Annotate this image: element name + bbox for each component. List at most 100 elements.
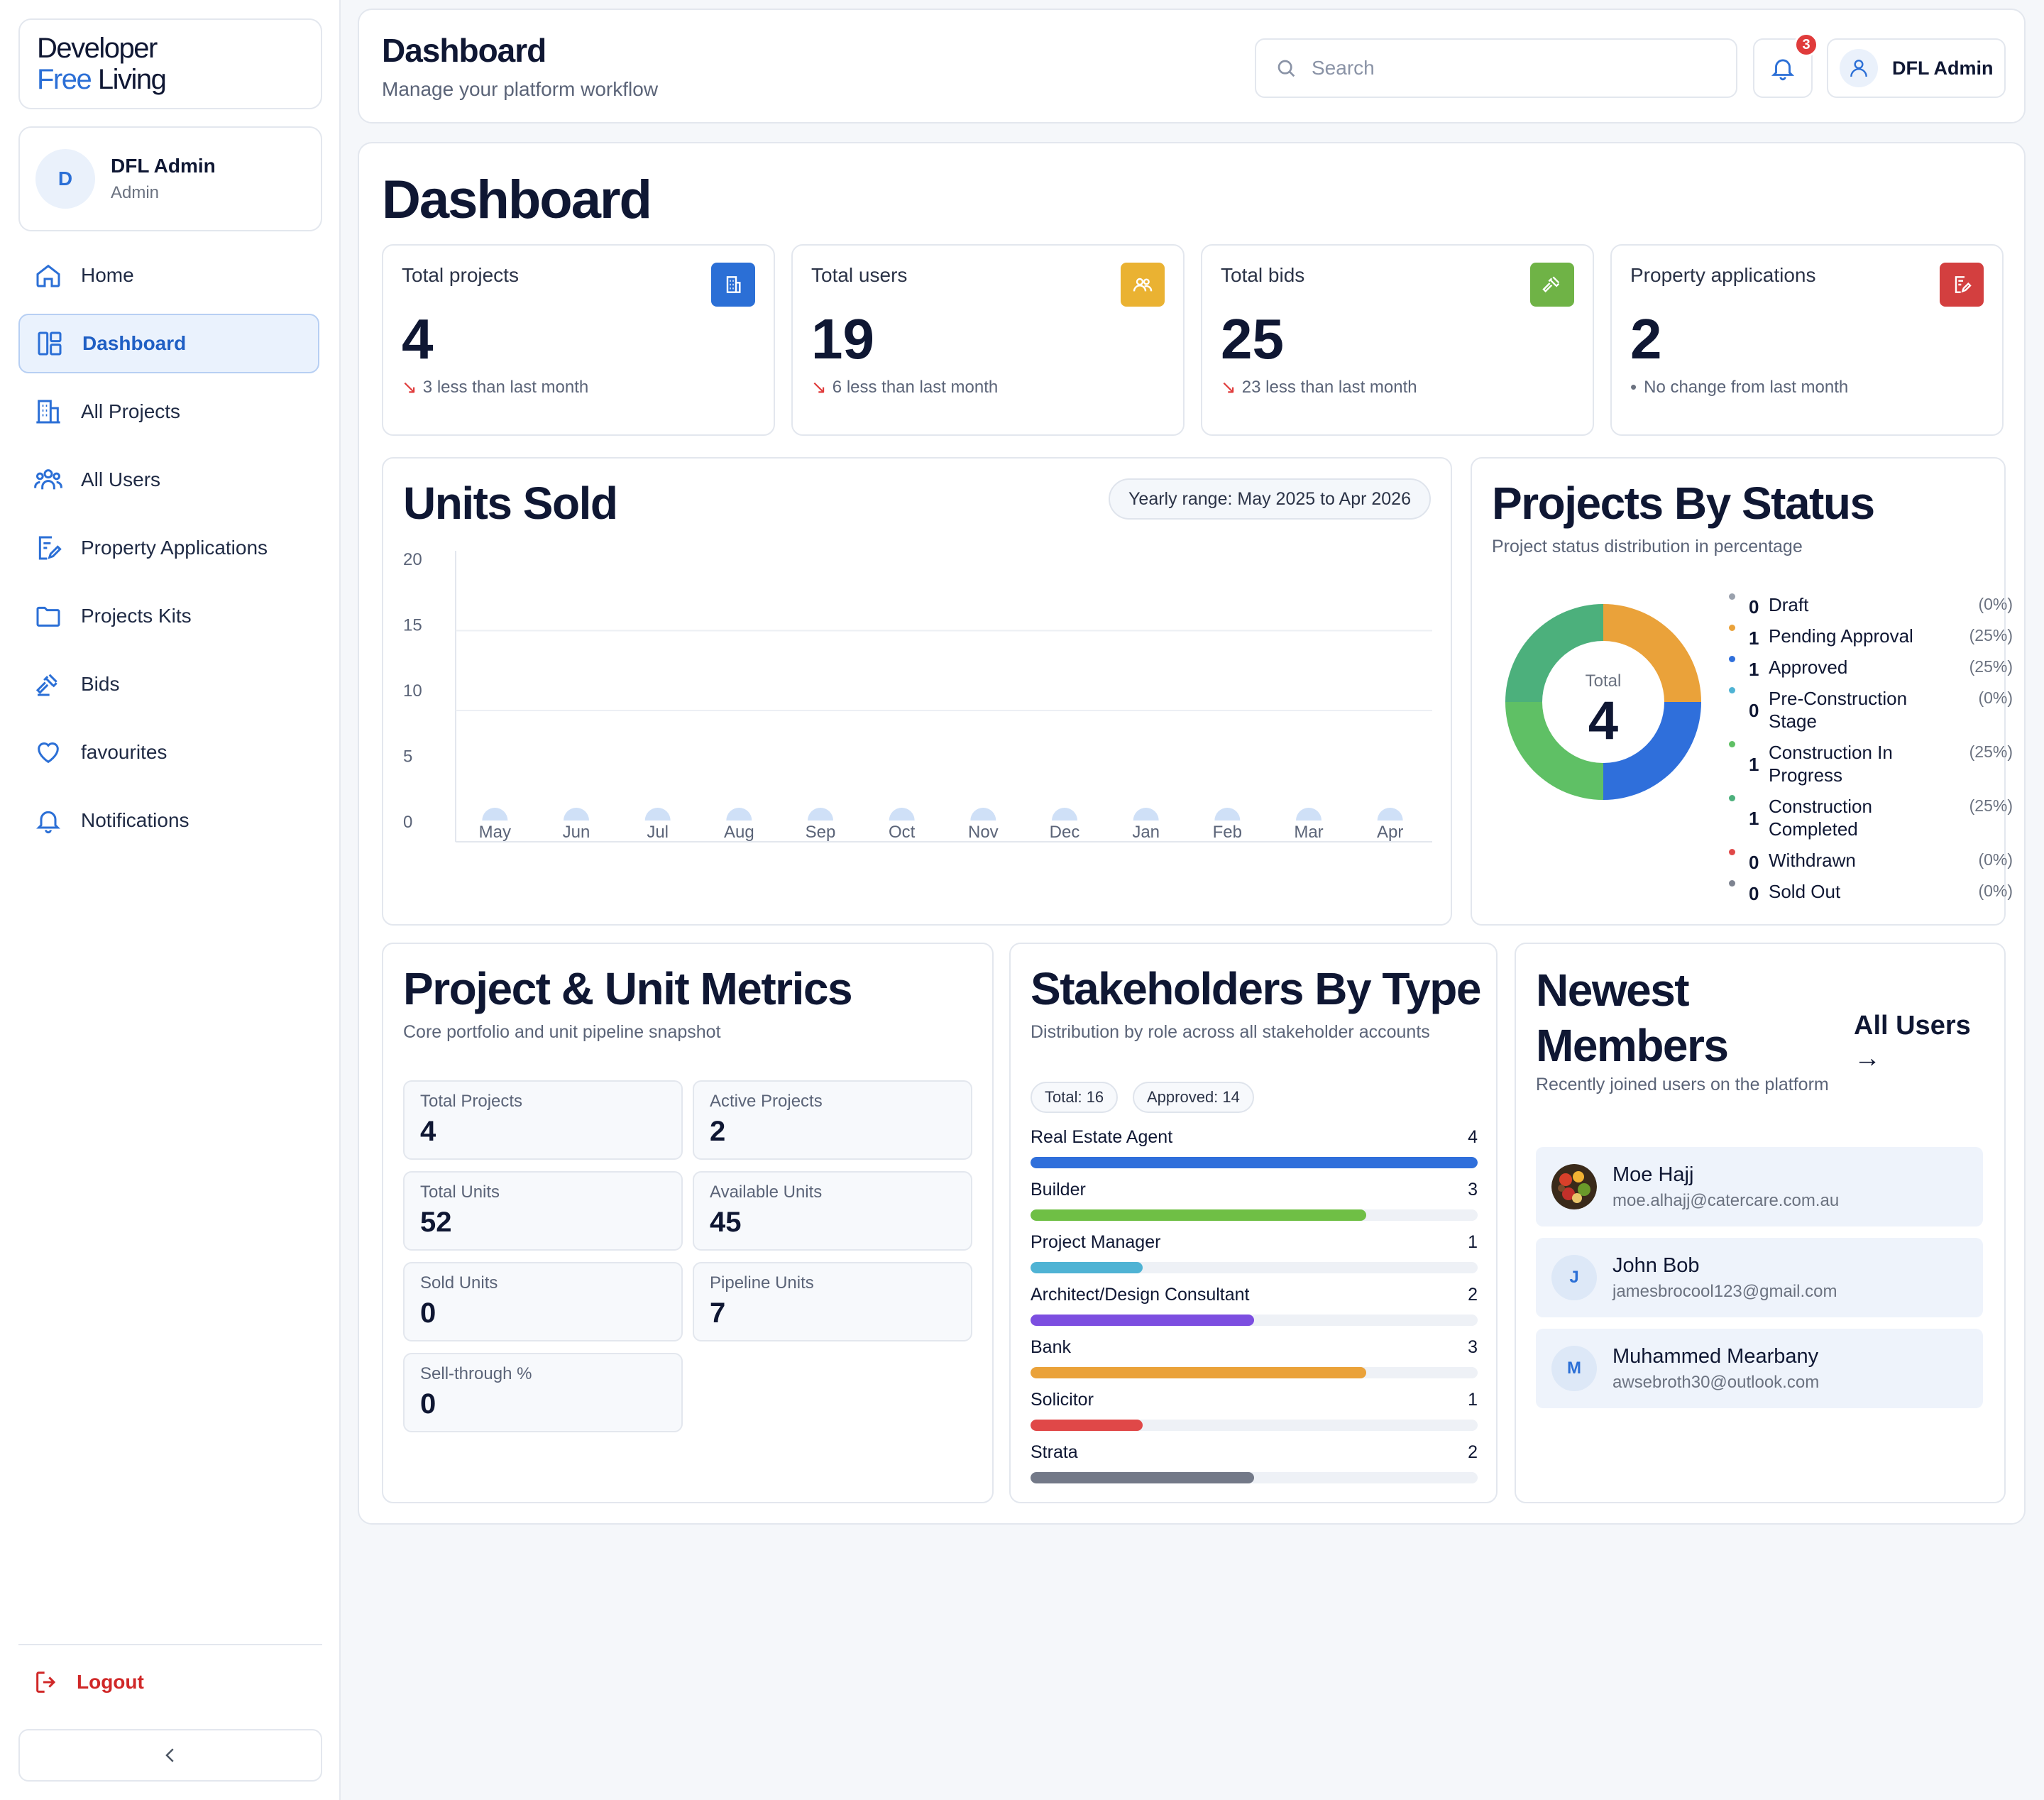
x-tick-label: Nov — [968, 823, 999, 842]
stat-card-total-users[interactable]: Total users 19 ↘ 6 less than last month — [791, 244, 1185, 436]
all-users-link-label: All Users — [1854, 1011, 1971, 1041]
collapse-sidebar-button[interactable] — [18, 1729, 322, 1782]
member-avatar — [1551, 1164, 1597, 1209]
sidebar-item-home[interactable]: Home — [18, 246, 319, 305]
donut-slice-approved[interactable] — [1603, 702, 1701, 800]
bar-nov[interactable] — [970, 808, 996, 821]
member-card[interactable]: M Muhammed Mearbany awsebroth30@outlook.c… — [1536, 1329, 1983, 1408]
dashboard-icon — [34, 328, 65, 359]
sidebar-item-label: Home — [81, 264, 134, 286]
stat-card-total-bids[interactable]: Total bids 25 ↘ 23 less than last month — [1201, 244, 1594, 436]
bar-apr[interactable] — [1377, 808, 1403, 821]
bar-dec[interactable] — [1052, 808, 1077, 821]
bar-jun[interactable] — [564, 808, 589, 821]
stakeholder-bar-fill — [1031, 1157, 1478, 1168]
stakeholder-count: 3 — [1468, 1337, 1478, 1357]
sidebar-item-notifications[interactable]: Notifications — [18, 791, 319, 850]
donut-slice-construction-completed[interactable] — [1505, 604, 1603, 702]
metrics-title: Project & Unit Metrics — [403, 963, 853, 1014]
search-box[interactable] — [1255, 38, 1737, 98]
metric-value: 52 — [420, 1207, 452, 1238]
stakeholder-count: 4 — [1468, 1127, 1478, 1147]
stat-label: Property applications — [1630, 264, 1816, 286]
stat-card-property-applications[interactable]: Property applications 2 • No change from … — [1610, 244, 2004, 436]
bar-aug[interactable] — [726, 808, 752, 821]
newest-members-title: Newest Members — [1536, 962, 1729, 1073]
sidebar-item-property-applications[interactable]: Property Applications — [18, 518, 319, 578]
all-users-link[interactable]: All Users → — [1854, 1009, 1971, 1075]
member-card[interactable]: Moe Hajj moe.alhajj@catercare.com.au — [1536, 1147, 1983, 1226]
metric-label: Pipeline Units — [710, 1273, 814, 1293]
stakeholder-name: Bank — [1031, 1337, 1071, 1357]
sidebar-item-bids[interactable]: Bids — [18, 654, 319, 714]
bar-oct[interactable] — [889, 808, 915, 821]
bar-jan[interactable] — [1133, 808, 1159, 821]
home-icon — [33, 260, 64, 291]
account-menu-button[interactable]: DFL Admin — [1827, 38, 2006, 98]
stat-card-total-projects[interactable]: Total projects 4 ↘ 3 less than last month — [382, 244, 775, 436]
sidebar-item-favourites[interactable]: favourites — [18, 723, 319, 782]
member-card[interactable]: J John Bob jamesbrocool123@gmail.com — [1536, 1238, 1983, 1317]
projects-status-title: Projects By Status — [1492, 478, 1875, 529]
stakeholder-bar-track — [1031, 1472, 1478, 1483]
sidebar-user-name: DFL Admin — [111, 155, 216, 177]
metric-value: 45 — [710, 1207, 742, 1238]
member-email: jamesbrocool123@gmail.com — [1612, 1281, 1837, 1301]
sidebar-item-projects-kits[interactable]: Projects Kits — [18, 586, 319, 646]
gavel-icon — [1530, 263, 1574, 307]
legend-pct: (25%) — [1969, 742, 2013, 761]
stakeholder-bar-track — [1031, 1315, 1478, 1326]
sidebar-item-all-projects[interactable]: All Projects — [18, 382, 319, 441]
sidebar-item-label: favourites — [81, 741, 167, 763]
member-photo-icon — [1551, 1164, 1597, 1209]
trend-down-icon: ↘ — [811, 376, 827, 397]
application-icon — [1940, 263, 1984, 307]
legend-name: Approved — [1769, 657, 1848, 678]
donut-slice-pending-approval[interactable] — [1603, 604, 1701, 702]
stakeholder-bar-track — [1031, 1262, 1478, 1273]
y-tick-label: 15 — [403, 616, 422, 635]
legend-name: Withdrawn — [1769, 850, 1856, 871]
legend-count: 0 — [1749, 883, 1759, 904]
legend-dot — [1729, 795, 1735, 801]
sidebar-item-label: Dashboard — [82, 332, 187, 354]
search-input[interactable] — [1312, 57, 1709, 79]
status-legend: 0 Draft (0%) 1 Pending Approval (25%) 1 Appro… — [1729, 459, 2013, 927]
gavel-icon — [33, 669, 64, 700]
metrics-subtitle: Core portfolio and unit pipeline snapsho… — [403, 1022, 721, 1042]
donut-slice-construction-in-progress[interactable] — [1505, 702, 1603, 800]
donut-total-value: 4 — [1588, 691, 1619, 751]
legend-pct: (25%) — [1969, 796, 2013, 815]
stat-trend: • No change from last month — [1630, 376, 1848, 398]
application-icon — [33, 532, 64, 564]
stakeholder-bar-fill — [1031, 1420, 1143, 1431]
x-tick-label: Dec — [1050, 823, 1080, 842]
sidebar-item-all-users[interactable]: All Users — [18, 450, 319, 510]
dashboard-heading: Dashboard — [382, 170, 652, 230]
brand-line2: Free Living — [37, 64, 304, 95]
bar-may[interactable] — [482, 808, 508, 821]
legend-dot — [1729, 687, 1735, 693]
bar-sep[interactable] — [808, 808, 833, 821]
sidebar-item-dashboard[interactable]: Dashboard — [18, 314, 319, 373]
logout-button[interactable]: Logout — [33, 1668, 144, 1696]
bar-feb[interactable] — [1214, 808, 1241, 821]
bar-jul[interactable] — [644, 808, 671, 821]
yearly-range-pill[interactable]: Yearly range: May 2025 to Apr 2026 — [1109, 478, 1431, 520]
chevron-left-icon — [165, 1748, 174, 1762]
notifications-button[interactable]: 3 — [1753, 33, 1818, 98]
stat-trend: ↘ 6 less than last month — [811, 376, 998, 398]
brand-logo[interactable]: Developer Free Living — [18, 18, 322, 109]
legend-name: Sold Out — [1769, 881, 1841, 902]
stakeholder-bar-fill — [1031, 1209, 1366, 1221]
stakeholder-name: Builder — [1031, 1180, 1086, 1200]
projects-status-subtitle: Project status distribution in percentag… — [1492, 537, 1803, 556]
stakeholder-bar-track — [1031, 1209, 1478, 1221]
sidebar-nav: Home Dashboard All Projects All Users Pr… — [18, 246, 319, 859]
bar-mar[interactable] — [1296, 808, 1322, 821]
metric-value: 0 — [420, 1297, 436, 1329]
legend-name: Draft — [1769, 594, 1809, 615]
legend-name: Construction Completed — [1769, 796, 1872, 840]
legend-count: 0 — [1749, 700, 1759, 721]
sidebar-user-card[interactable]: D DFL Admin Admin — [18, 126, 322, 231]
